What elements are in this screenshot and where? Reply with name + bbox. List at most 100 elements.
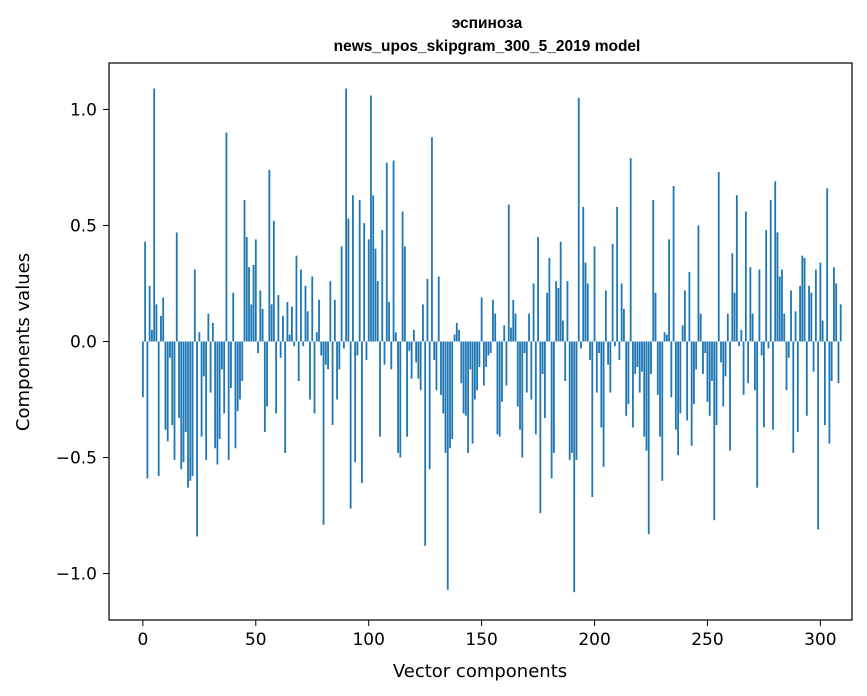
bar xyxy=(166,341,169,442)
bar xyxy=(577,97,580,342)
chart-title-line-1: эспиноза xyxy=(452,15,523,32)
x-tick-label: 250 xyxy=(691,630,723,650)
bar xyxy=(467,341,469,453)
bar xyxy=(304,285,307,342)
bar xyxy=(525,341,528,393)
bar xyxy=(641,341,643,372)
bar xyxy=(571,341,573,453)
y-tick-label: 0.0 xyxy=(70,333,97,353)
bar xyxy=(821,320,824,342)
bar xyxy=(482,341,485,386)
bar xyxy=(519,341,521,430)
bar xyxy=(376,281,379,342)
bar xyxy=(336,341,338,400)
bar xyxy=(801,255,804,342)
bar xyxy=(541,341,544,374)
bar xyxy=(580,341,582,349)
bar xyxy=(268,169,271,342)
bar xyxy=(309,341,311,400)
bar xyxy=(406,341,409,437)
bar xyxy=(347,218,350,342)
bar xyxy=(575,341,578,460)
bar xyxy=(708,341,711,416)
bar xyxy=(446,341,449,590)
bar xyxy=(717,172,720,342)
bar xyxy=(205,341,208,460)
bar xyxy=(625,341,628,416)
bar xyxy=(399,341,402,458)
bar xyxy=(672,186,675,342)
bar xyxy=(618,341,621,361)
bar xyxy=(324,341,327,365)
bar xyxy=(767,341,770,349)
x-tick-label: 300 xyxy=(804,630,836,650)
bar xyxy=(611,244,614,342)
bar xyxy=(471,341,474,444)
bar xyxy=(243,199,246,342)
bar xyxy=(453,334,456,342)
bar xyxy=(778,276,781,342)
bar xyxy=(476,341,479,391)
bar xyxy=(164,341,167,430)
bar xyxy=(189,341,192,481)
bar xyxy=(530,341,533,400)
bar xyxy=(510,327,512,342)
bar xyxy=(501,341,503,402)
bar xyxy=(602,341,605,467)
bar xyxy=(245,237,248,342)
bar xyxy=(751,313,754,342)
bar xyxy=(266,341,268,407)
bar xyxy=(302,341,305,347)
bar xyxy=(629,158,632,342)
bar xyxy=(814,269,817,342)
bar xyxy=(591,341,594,497)
bar xyxy=(214,341,217,449)
bar xyxy=(740,329,743,342)
bar xyxy=(428,341,431,470)
bar xyxy=(552,341,555,453)
bar xyxy=(352,195,354,342)
bar xyxy=(715,341,718,426)
bar xyxy=(313,341,316,414)
bar xyxy=(397,341,399,453)
bar xyxy=(665,334,668,342)
bar xyxy=(293,341,296,347)
bar xyxy=(828,341,831,444)
bar xyxy=(505,341,508,386)
bar xyxy=(408,341,411,351)
bar xyxy=(674,341,677,430)
bar xyxy=(363,223,366,342)
x-axis-label: Vector components xyxy=(393,661,567,682)
bar xyxy=(232,292,235,342)
bar xyxy=(593,246,596,342)
bar xyxy=(234,341,237,449)
bar xyxy=(537,237,539,342)
bar xyxy=(225,132,228,342)
bar xyxy=(173,341,176,460)
bar xyxy=(534,341,537,435)
bar xyxy=(645,341,648,451)
bar xyxy=(573,341,576,593)
bar xyxy=(193,269,196,342)
bar xyxy=(388,302,390,342)
bar xyxy=(270,304,273,342)
bar xyxy=(566,281,569,342)
bar xyxy=(790,290,792,342)
bar xyxy=(492,299,494,342)
bar xyxy=(354,341,357,463)
bar xyxy=(729,341,731,451)
bar xyxy=(749,267,752,342)
bar xyxy=(693,341,695,405)
bar xyxy=(697,225,700,342)
bar xyxy=(329,281,332,342)
bar xyxy=(169,341,171,358)
bar xyxy=(221,341,223,370)
bar xyxy=(794,311,797,342)
bar xyxy=(288,334,291,342)
bar xyxy=(381,230,384,342)
bar xyxy=(333,299,336,342)
bar xyxy=(160,315,162,342)
bar xyxy=(742,341,745,395)
bar xyxy=(148,285,151,342)
bar xyxy=(679,341,682,414)
